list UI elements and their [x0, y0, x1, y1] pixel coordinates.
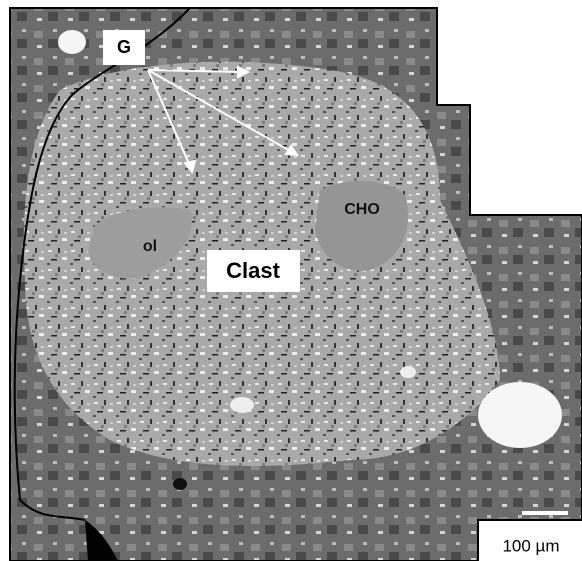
scale-label: 100 µm: [502, 536, 559, 555]
label-cho: CHO: [344, 201, 380, 218]
micrograph-figure: G ol Clast CHO 100 µm: [0, 0, 582, 561]
bright-grain: [230, 397, 254, 413]
bright-grain: [478, 382, 562, 448]
label-ol: ol: [143, 238, 157, 255]
label-g: G: [117, 37, 131, 57]
label-clast: Clast: [226, 258, 280, 283]
bright-grain: [400, 366, 416, 378]
void: [173, 478, 187, 490]
bright-grain: [58, 30, 86, 54]
